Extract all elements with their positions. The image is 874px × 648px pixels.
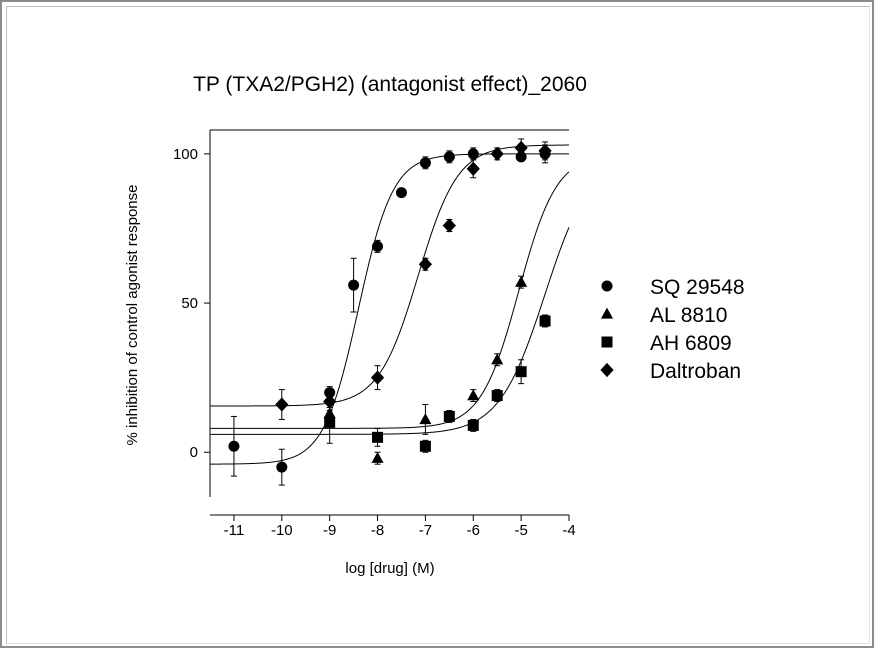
data-point-circle	[372, 240, 384, 252]
x-tick-label: -7	[419, 522, 432, 539]
legend-label: AH 6809	[650, 332, 732, 355]
data-point-triangle	[491, 353, 504, 365]
data-point-square	[443, 410, 455, 422]
fit-curve-diamond	[210, 144, 570, 407]
legend-marker-square	[601, 336, 613, 348]
y-tick-label: 50	[181, 295, 198, 312]
x-tick-label: -11	[224, 522, 245, 539]
plot-area: -11 -10 -9 -8 -7 -6 -5 -4 0 50 100	[173, 129, 576, 539]
data-point-diamond	[418, 257, 432, 272]
data-point-diamond	[275, 397, 289, 412]
data-point-square	[324, 416, 336, 428]
data-point-square	[515, 366, 527, 378]
x-tick-label: -6	[467, 522, 480, 539]
x-axis-label: log [drug] (M)	[345, 560, 434, 577]
data-point-square	[419, 440, 431, 452]
x-tick-label: -5	[514, 522, 527, 539]
data-point-diamond	[490, 146, 504, 162]
x-tick-label: -4	[562, 522, 575, 539]
legend-label: AL 8810	[650, 304, 727, 327]
legend-label: SQ 29548	[650, 276, 745, 299]
data-point-square	[467, 419, 479, 431]
window-inner-border	[6, 6, 870, 644]
x-tick-label: -9	[323, 522, 336, 539]
fit-curve-square	[210, 227, 570, 435]
fit-curve-triangle	[210, 171, 570, 429]
data-point-triangle	[515, 275, 528, 287]
data-point-circle	[395, 187, 407, 199]
data-point-circle	[348, 279, 360, 291]
y-axis-label: % inhibition of control agonist response	[124, 185, 141, 446]
data-point-circle	[228, 440, 240, 452]
data-point-circle	[276, 461, 288, 473]
data-point-diamond	[514, 140, 528, 156]
legend-marker-triangle	[600, 307, 614, 319]
data-point-square	[491, 390, 503, 402]
data-point-circle	[467, 148, 479, 160]
legend-marker-circle	[601, 280, 613, 292]
chart-title: TP (TXA2/PGH2) (antagonist effect)_2060	[193, 73, 587, 96]
data-point-diamond	[538, 143, 552, 159]
data-point-circle	[443, 151, 455, 163]
data-point-triangle	[467, 389, 480, 401]
x-tick-label: -8	[371, 522, 384, 539]
data-point-square	[372, 431, 384, 443]
legend: SQ 29548 AL 8810 AH 6809 Daltroban	[600, 276, 745, 383]
y-tick-label: 100	[173, 146, 198, 163]
data-point-diamond	[466, 161, 480, 176]
legend-label: Daltroban	[650, 360, 741, 383]
data-point-diamond	[323, 394, 337, 409]
data-point-square	[539, 315, 551, 327]
x-tick-label: -10	[271, 522, 293, 539]
data-point-circle	[419, 157, 431, 169]
legend-marker-diamond	[600, 362, 614, 378]
data-point-triangle	[371, 451, 384, 463]
data-point-diamond	[442, 218, 456, 233]
y-tick-label: 0	[190, 444, 198, 461]
data-point-triangle	[419, 413, 432, 425]
data-point-diamond	[370, 370, 385, 385]
fit-curve-circle	[210, 153, 569, 465]
